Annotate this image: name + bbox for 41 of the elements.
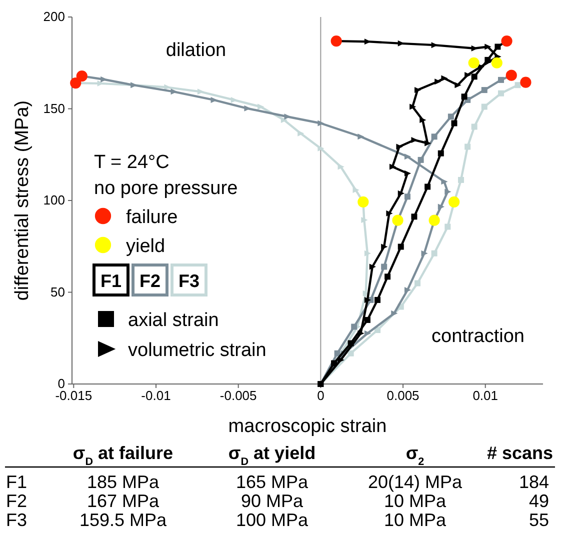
y-tick-label: 150 <box>43 100 65 116</box>
text: 10 MPa <box>384 491 447 511</box>
x-tick-label: -0.01 <box>141 388 171 404</box>
text: 184 <box>518 472 549 492</box>
x-tick-label: 0.01 <box>472 388 498 404</box>
annotation: no pore pressure <box>94 178 238 199</box>
text: F2 <box>6 491 28 511</box>
text: 185 MPa <box>86 472 160 492</box>
text: F1 <box>100 271 122 291</box>
text: 167 MPa <box>86 491 160 511</box>
annotation: axial strain <box>128 310 219 331</box>
text: F2 <box>139 271 161 291</box>
text: 90 MPa <box>240 491 304 511</box>
y-tick-label: 200 <box>43 9 65 24</box>
y-tick-label: 100 <box>43 192 65 208</box>
text: 159.5 MPa <box>79 510 168 530</box>
text: F3 <box>6 510 28 530</box>
x-tick-label: -0.005 <box>220 388 257 404</box>
x-axis-title: macroscopic strain <box>228 416 387 437</box>
text: 165 MPa <box>236 472 310 492</box>
text: 55 <box>528 510 549 530</box>
text: F1 <box>6 472 28 492</box>
y-axis-title: differential stress (MPa) <box>12 100 33 301</box>
text: # scans <box>486 443 553 463</box>
annotation: contraction <box>432 326 524 347</box>
text: 100 MPa <box>236 510 310 530</box>
text: σ$_{2}$ <box>406 443 424 468</box>
text: σ$_{D}$ at failure <box>72 443 174 468</box>
text: σ$_{D}$ at yield <box>228 443 316 468</box>
text: 10 MPa <box>384 510 447 530</box>
annotation: T = 24°C <box>94 152 170 173</box>
text: 20(14) MPa <box>368 472 464 492</box>
annotation: volumetric strain <box>128 340 266 361</box>
legend-label: yield <box>126 236 166 257</box>
x-tick-label: 0 <box>317 388 324 404</box>
annotation: dilation <box>166 40 226 61</box>
text: F3 <box>178 271 200 291</box>
y-tick-label: 50 <box>50 284 65 300</box>
text: 49 <box>528 491 549 511</box>
legend-label: failure <box>126 207 178 228</box>
x-tick-label: 0.005 <box>386 388 420 404</box>
